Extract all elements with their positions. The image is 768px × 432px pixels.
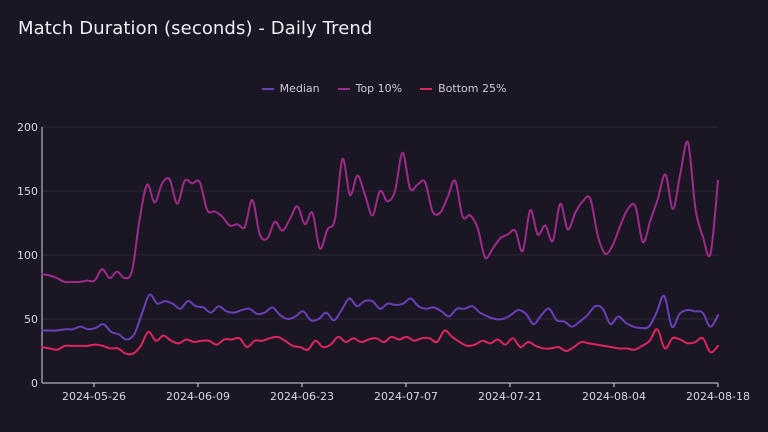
y-tick-label: 50 [24,313,38,326]
legend-swatch-bottom25 [420,87,433,90]
legend-item-bottom25[interactable]: Bottom 25% [420,82,506,95]
legend-swatch-median [261,87,274,90]
chart-title: Match Duration (seconds) - Daily Trend [18,18,373,39]
legend-swatch-top10 [337,87,350,90]
legend-label-top10: Top 10% [355,82,403,95]
y-tick-label: 100 [17,249,38,262]
x-tick-label: 2024-06-23 [270,390,334,403]
x-tick-label: 2024-05-26 [62,390,126,403]
legend-item-top10[interactable]: Top 10% [337,82,403,95]
x-tick-label: 2024-06-09 [166,390,230,403]
series-line-median [41,293,719,341]
legend-label-median: Median [279,82,320,95]
x-tick-label: 2024-07-07 [374,390,438,403]
y-tick-label: 200 [17,121,38,134]
series-line-bottom25 [41,328,719,356]
x-tick-label: 2024-08-04 [582,390,646,403]
chart-legend: Median Top 10% Bottom 25% [0,82,768,95]
x-tick-label: 2024-08-18 [686,390,750,403]
x-tick-label: 2024-07-21 [478,390,542,403]
y-tick-label: 0 [31,377,38,390]
legend-item-median[interactable]: Median [261,82,320,95]
y-tick-label: 150 [17,185,38,198]
legend-label-bottom25: Bottom 25% [438,82,507,95]
series-line-top10 [41,140,719,284]
